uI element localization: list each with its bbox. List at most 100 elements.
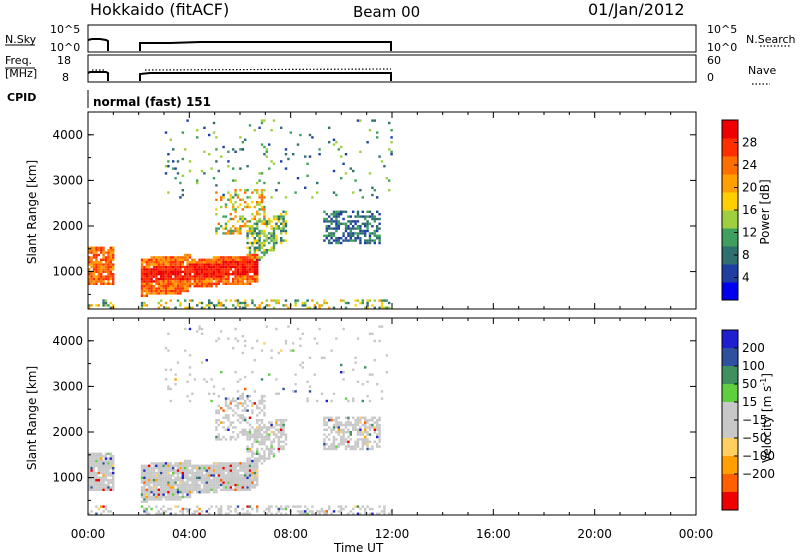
range-cell — [196, 261, 199, 264]
range-cell — [174, 464, 177, 467]
range-cell — [174, 282, 177, 285]
range-cell — [200, 474, 204, 477]
range-cell — [263, 399, 266, 403]
range-cell — [143, 261, 146, 264]
range-cell — [258, 435, 261, 439]
range-cell — [92, 459, 96, 463]
range-cell — [92, 474, 96, 477]
range-cell — [330, 419, 333, 422]
range-cell — [104, 265, 108, 269]
range-cell — [366, 306, 369, 309]
range-cell — [203, 126, 206, 129]
range-cell — [95, 263, 98, 266]
range-cell — [241, 282, 244, 285]
range-cell — [95, 265, 98, 269]
range-cell — [378, 423, 381, 427]
range-cell — [172, 464, 175, 467]
range-cell — [186, 459, 189, 463]
range-cell — [272, 244, 276, 247]
range-cell — [270, 440, 273, 443]
range-cell — [217, 510, 220, 513]
range-cell — [152, 467, 156, 470]
velocity-colorbar-segment — [722, 420, 738, 439]
range-cell — [378, 416, 381, 419]
range-cell — [200, 261, 204, 264]
range-cell — [277, 428, 280, 431]
range-cell — [167, 349, 170, 352]
range-cell — [265, 150, 268, 153]
velocity-colorbar-segment — [722, 384, 738, 403]
range-cell — [256, 471, 259, 475]
range-cell — [354, 239, 357, 242]
range-cell — [256, 277, 259, 281]
range-cell — [337, 433, 340, 436]
range-cell — [140, 280, 144, 283]
range-cell — [102, 479, 105, 482]
range-cell — [325, 423, 328, 427]
range-cell — [88, 452, 91, 455]
range-cell — [157, 280, 160, 283]
range-cell — [344, 239, 348, 242]
range-cell — [388, 179, 391, 182]
range-cell — [217, 270, 220, 273]
range-cell — [356, 431, 360, 434]
range-cell — [145, 479, 148, 482]
range-cell — [239, 261, 242, 264]
range-cell — [198, 491, 201, 494]
range-cell — [330, 447, 333, 451]
range-cell — [246, 229, 249, 233]
range-cell — [112, 467, 115, 470]
range-cell — [292, 390, 295, 393]
range-cell — [342, 234, 345, 237]
range-cell — [332, 213, 336, 216]
range-cell — [280, 423, 283, 427]
range-cell — [232, 462, 235, 465]
range-cell — [378, 234, 381, 237]
range-cell — [186, 306, 189, 309]
range-cell — [198, 273, 201, 276]
range-cell — [332, 227, 336, 230]
range-cell — [232, 399, 235, 403]
range-cell — [157, 491, 160, 494]
range-cell — [239, 395, 242, 398]
range-cell — [280, 440, 283, 443]
range-cell — [112, 479, 115, 482]
range-cell — [157, 258, 160, 261]
range-cell — [95, 275, 98, 278]
range-cell — [191, 491, 194, 494]
range-cell — [220, 301, 223, 305]
range-cell — [280, 241, 283, 245]
range-cell — [241, 462, 244, 465]
range-cell — [268, 433, 271, 436]
range-cell — [162, 285, 165, 288]
range-cell — [229, 399, 232, 403]
range-cell — [306, 299, 309, 302]
range-cell — [215, 488, 218, 491]
range-cell — [90, 459, 93, 463]
range-cell — [193, 268, 196, 271]
range-cell — [344, 426, 348, 429]
range-cell — [282, 229, 285, 233]
range-cell — [275, 189, 278, 192]
range-cell — [248, 488, 252, 491]
range-cell — [143, 498, 146, 501]
range-cell — [232, 229, 235, 233]
range-cell — [210, 265, 213, 269]
range-cell — [169, 387, 172, 391]
range-cell — [205, 474, 208, 477]
power-colorbar-tick-label: 8 — [742, 248, 750, 262]
range-cell — [246, 277, 249, 281]
range-cell — [107, 261, 110, 264]
range-cell — [155, 289, 158, 293]
range-cell — [109, 261, 112, 264]
range-cell — [253, 483, 256, 487]
range-cell — [107, 256, 110, 259]
range-cell — [157, 301, 160, 305]
range-cell — [337, 213, 340, 216]
range-cell — [164, 263, 168, 266]
range-cell — [191, 282, 194, 285]
range-cell — [88, 246, 91, 249]
range-cell — [289, 349, 292, 352]
range-cell — [217, 481, 220, 484]
